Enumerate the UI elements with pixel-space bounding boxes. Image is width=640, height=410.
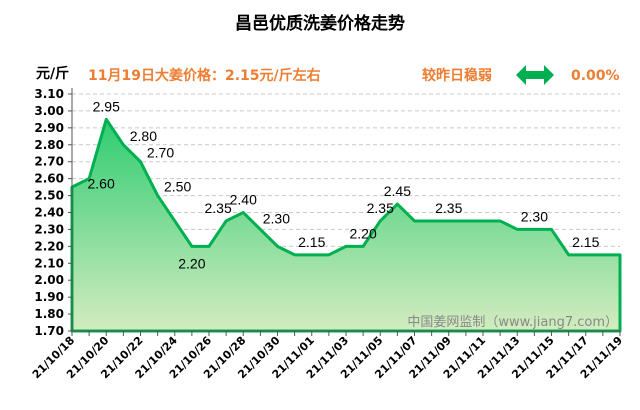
data-label: 2.95 [93,98,120,114]
data-label: 2.70 [147,145,174,161]
chart-title: 昌邑优质洗姜价格走势 [235,13,405,34]
data-label: 2.15 [572,234,599,250]
data-label: 2.35 [367,200,394,216]
y-tick-label: 2.10 [34,256,64,270]
y-tick-label: 2.90 [34,121,64,135]
data-label: 2.50 [164,179,191,195]
y-tick-label: 2.20 [34,239,64,253]
data-label: 2.80 [130,128,157,144]
y-tick-label: 1.80 [34,307,64,321]
price-area [70,117,622,333]
y-axis-unit: 元/斤 [36,65,69,82]
y-tick-label: 1.70 [34,324,64,338]
y-tick-label: 2.50 [34,189,64,203]
data-label: 2.20 [350,225,377,241]
data-label: 2.45 [384,183,411,199]
y-tick-label: 3.10 [34,87,64,101]
watermark: 中国姜网监制（www.jiang7.com） [407,315,618,330]
y-tick-label: 1.90 [34,290,64,304]
data-label: 2.35 [435,200,462,216]
change-text: 较昨日稳弱 [422,67,492,84]
data-label: 2.15 [298,234,325,250]
y-tick-label: 2.30 [34,222,64,236]
double-arrow-icon [516,65,554,85]
y-tick-label: 2.70 [34,155,64,169]
y-tick-label: 2.80 [34,138,64,152]
change-percent: 0.00% [571,68,620,84]
y-tick-label: 2.00 [34,273,64,287]
data-label: 2.40 [230,192,257,208]
y-tick-label: 2.60 [34,172,64,186]
y-tick-label: 3.00 [34,104,64,118]
data-label: 2.20 [178,255,205,271]
data-label: 2.60 [88,176,115,192]
data-label: 2.35 [205,200,232,216]
headline-price: 11月19日大姜价格：2.15元/斤左右 [88,67,321,84]
data-label: 2.30 [263,210,290,226]
y-tick-label: 2.40 [34,206,64,220]
data-label: 2.30 [521,208,548,224]
